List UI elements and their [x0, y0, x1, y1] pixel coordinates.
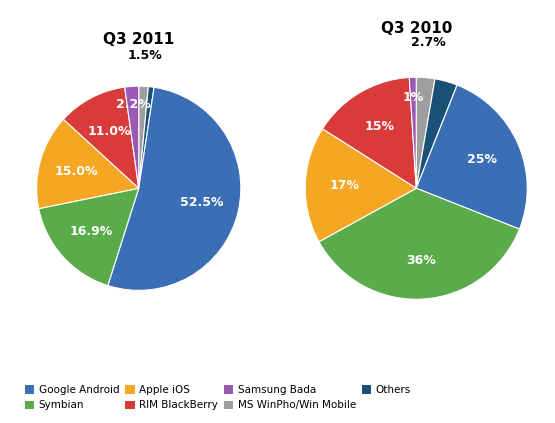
Legend: Google Android, Symbian, Apple iOS, RIM BlackBerry, Samsung Bada, MS WinPho/Win : Google Android, Symbian, Apple iOS, RIM …	[22, 382, 414, 414]
Wedge shape	[322, 77, 416, 188]
Wedge shape	[63, 87, 139, 188]
Text: 1.5%: 1.5%	[128, 49, 163, 62]
Wedge shape	[37, 119, 139, 209]
Wedge shape	[139, 87, 154, 188]
Wedge shape	[416, 85, 527, 229]
Text: 52.5%: 52.5%	[180, 196, 223, 209]
Text: 17%: 17%	[329, 179, 359, 192]
Wedge shape	[108, 87, 241, 290]
Text: 1%: 1%	[403, 91, 424, 104]
Wedge shape	[416, 79, 457, 188]
Text: 36%: 36%	[406, 254, 436, 267]
Wedge shape	[409, 77, 416, 188]
Text: 2.7%: 2.7%	[411, 36, 446, 49]
Title: Q3 2010: Q3 2010	[381, 21, 452, 36]
Wedge shape	[416, 77, 435, 188]
Wedge shape	[305, 129, 416, 242]
Wedge shape	[125, 86, 139, 188]
Text: 15.0%: 15.0%	[55, 165, 98, 178]
Title: Q3 2011: Q3 2011	[103, 32, 174, 47]
Text: 11.0%: 11.0%	[87, 125, 130, 138]
Text: 2.2%: 2.2%	[115, 98, 150, 111]
Wedge shape	[319, 188, 519, 299]
Wedge shape	[139, 86, 148, 188]
Text: 25%: 25%	[467, 153, 497, 166]
Text: 15%: 15%	[365, 120, 395, 133]
Text: 16.9%: 16.9%	[69, 225, 113, 238]
Wedge shape	[39, 188, 139, 286]
